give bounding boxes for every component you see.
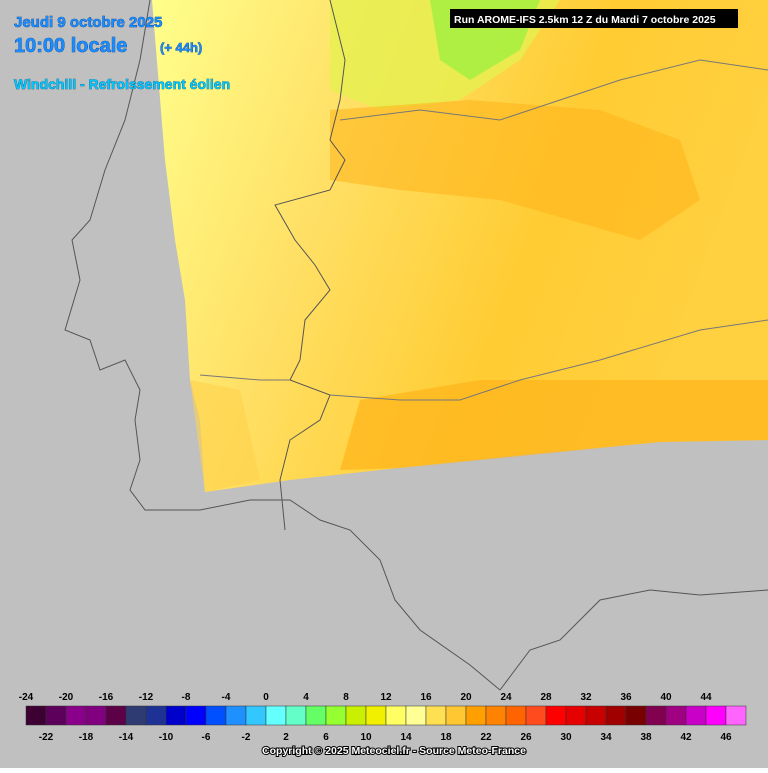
time: 10:00 locale [14, 35, 127, 57]
legend-swatch [705, 705, 727, 726]
legend-label: -4 [222, 692, 231, 703]
legend-swatch [465, 705, 487, 726]
legend-swatch [205, 705, 227, 726]
legend-label: 12 [380, 692, 392, 703]
legend-label: 44 [700, 692, 712, 703]
legend-swatch [525, 705, 547, 726]
legend-label: 6 [323, 732, 329, 743]
legend-swatch [605, 705, 627, 726]
legend-label: -6 [202, 732, 211, 743]
legend-swatch [645, 705, 667, 726]
copyright: Copyright © 2025 Meteociel.fr - Source M… [262, 745, 526, 757]
legend-swatch [565, 705, 587, 726]
legend-label: -8 [182, 692, 191, 703]
legend-label: 22 [480, 732, 492, 743]
legend-swatch [45, 705, 67, 726]
legend-label: 0 [263, 692, 269, 703]
legend-label: 10 [360, 732, 372, 743]
legend-label: 42 [680, 732, 692, 743]
legend-label: 20 [460, 692, 472, 703]
legend-swatch [145, 705, 167, 726]
legend-label: 28 [540, 692, 552, 703]
date: Jeudi 9 octobre 2025 [14, 14, 162, 31]
legend-label: 8 [343, 692, 349, 703]
legend-swatch [85, 705, 107, 726]
legend-swatch [385, 705, 407, 726]
legend-swatch [485, 705, 507, 726]
legend-label: 30 [560, 732, 572, 743]
legend-label: -2 [242, 732, 251, 743]
legend-label: -20 [59, 692, 74, 703]
legend-swatch [125, 705, 147, 726]
legend-label: 18 [440, 732, 452, 743]
run-info: Run AROME-IFS 2.5km 12 Z du Mardi 7 octo… [454, 14, 716, 26]
legend-swatch [225, 705, 247, 726]
legend: -24-22-20-18-16-14-12-10-8-6-4-202468101… [19, 692, 747, 743]
legend-swatch [625, 705, 647, 726]
legend-label: -24 [19, 692, 34, 703]
legend-label: -14 [119, 732, 134, 743]
field-patch [340, 380, 768, 470]
parameter: Windchill - Refroissement éolien [14, 76, 230, 92]
legend-label: 14 [400, 732, 412, 743]
legend-label: 32 [580, 692, 592, 703]
lead-time: (+ 44h) [160, 40, 202, 55]
legend-swatch [165, 705, 187, 726]
legend-label: -16 [99, 692, 114, 703]
legend-swatch [365, 705, 387, 726]
legend-swatch [25, 705, 47, 726]
legend-label: 4 [303, 692, 309, 703]
legend-label: 16 [420, 692, 432, 703]
legend-swatch [445, 705, 467, 726]
legend-swatch [345, 705, 367, 726]
borders [64, 0, 768, 691]
legend-label: 40 [660, 692, 672, 703]
legend-label: 26 [520, 732, 532, 743]
field-patch [190, 380, 260, 492]
legend-label: 36 [620, 692, 632, 703]
legend-label: 46 [720, 732, 732, 743]
run-box [450, 9, 738, 28]
legend-swatch [405, 705, 427, 726]
legend-swatch [305, 705, 327, 726]
legend-swatch [585, 705, 607, 726]
legend-label: 34 [600, 732, 612, 743]
legend-label: -22 [39, 732, 54, 743]
legend-swatch [245, 705, 267, 726]
legend-swatch [505, 705, 527, 726]
legend-label: -10 [159, 732, 174, 743]
legend-label: -18 [79, 732, 94, 743]
legend-swatch [285, 705, 307, 726]
legend-label: -12 [139, 692, 154, 703]
legend-swatch [105, 705, 127, 726]
legend-swatch [185, 705, 207, 726]
legend-swatch [265, 705, 287, 726]
legend-label: 2 [283, 732, 289, 743]
legend-swatch [65, 705, 87, 726]
field-patch [330, 100, 700, 240]
legend-swatch [685, 705, 707, 726]
legend-swatch [425, 705, 447, 726]
legend-swatch [545, 705, 567, 726]
legend-swatch [725, 705, 747, 726]
legend-label: 38 [640, 732, 652, 743]
legend-swatch [665, 705, 687, 726]
legend-swatch [325, 705, 347, 726]
legend-label: 24 [500, 692, 512, 703]
